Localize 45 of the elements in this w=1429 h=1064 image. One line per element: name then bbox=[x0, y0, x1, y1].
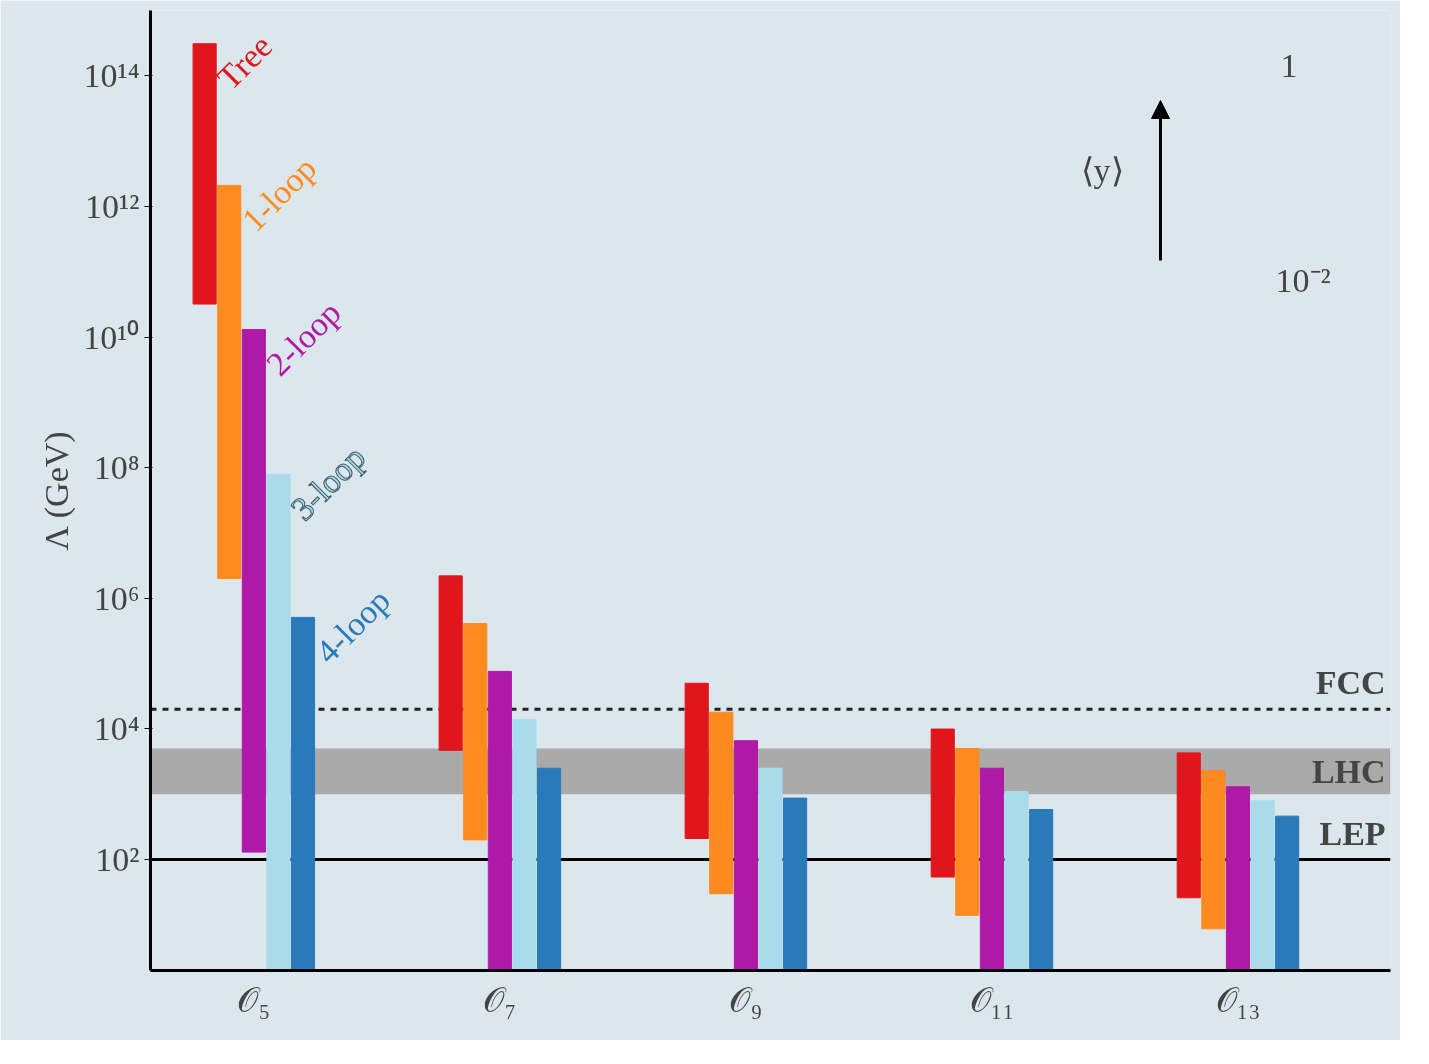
x-tick-label: 𝒪₇ bbox=[483, 981, 517, 1019]
x-tick-label: 𝒪₁₁ bbox=[969, 981, 1015, 1019]
bar bbox=[709, 711, 734, 895]
bar bbox=[684, 682, 709, 839]
bar bbox=[1275, 815, 1300, 971]
y-tick-label: 10¹⁴ bbox=[83, 57, 140, 95]
bar bbox=[783, 797, 808, 971]
bar bbox=[979, 767, 1004, 971]
annotation: 1 bbox=[1280, 46, 1298, 84]
bar bbox=[512, 718, 537, 971]
annotation: ⟨y⟩ bbox=[1080, 152, 1124, 189]
bar bbox=[758, 767, 783, 971]
y-tick-label: 10⁶ bbox=[93, 579, 140, 617]
bar bbox=[955, 748, 980, 916]
bar bbox=[537, 767, 562, 971]
bar bbox=[463, 623, 488, 841]
bar bbox=[1004, 790, 1029, 971]
y-tick-label: 10² bbox=[95, 841, 140, 879]
bar bbox=[1201, 770, 1226, 930]
y-tick-label: 10¹² bbox=[85, 187, 140, 225]
bar bbox=[192, 43, 217, 305]
x-tick-label: 𝒪₅ bbox=[237, 981, 271, 1019]
bar bbox=[1029, 809, 1054, 971]
ref-line-label: FCC bbox=[1315, 664, 1386, 702]
bar bbox=[217, 184, 242, 580]
bar bbox=[241, 329, 266, 853]
bar bbox=[733, 740, 758, 971]
bar bbox=[438, 575, 463, 751]
bar bbox=[1225, 786, 1251, 971]
bar bbox=[290, 616, 316, 971]
bar bbox=[266, 473, 291, 971]
y-axis-title: Λ (GeV) bbox=[38, 431, 77, 551]
bar bbox=[1176, 752, 1201, 899]
band-label: LHC bbox=[1311, 752, 1386, 790]
x-tick-label: 𝒪₉ bbox=[729, 981, 763, 1019]
bar bbox=[930, 728, 955, 878]
y-tick-label: 10⁴ bbox=[93, 710, 140, 748]
annotation: 10⁻² bbox=[1275, 262, 1331, 299]
x-tick-label: 𝒪₁₃ bbox=[1215, 981, 1261, 1019]
y-tick-label: 10¹⁰ bbox=[83, 318, 140, 356]
bar bbox=[1250, 800, 1275, 971]
bar bbox=[487, 670, 512, 971]
ref-line-label: LEP bbox=[1319, 814, 1386, 852]
text: Tree bbox=[209, 27, 280, 97]
y-tick-label: 10⁸ bbox=[93, 449, 140, 487]
